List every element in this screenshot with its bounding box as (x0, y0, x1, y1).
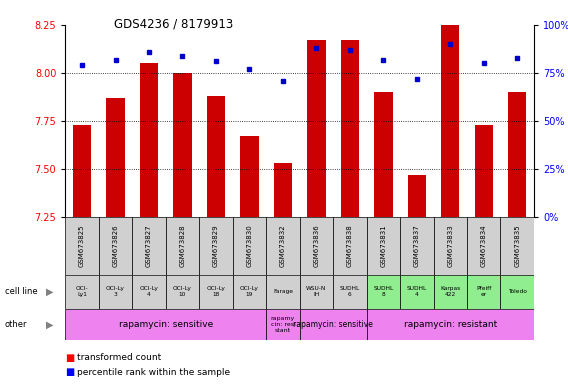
Bar (300, 309, 366, 340)
Bar (65, 309, 266, 340)
Bar (106, 98, 125, 217)
Text: Karpas
422: Karpas 422 (440, 286, 461, 297)
Text: transformed count: transformed count (77, 353, 161, 362)
Text: OCI-
Ly1: OCI- Ly1 (76, 286, 89, 297)
Bar (73, 125, 91, 217)
Text: ■: ■ (65, 367, 74, 377)
Text: rapamycin: sensitive: rapamycin: sensitive (293, 320, 373, 329)
Bar (266, 217, 300, 275)
Text: GSM673838: GSM673838 (347, 224, 353, 267)
Bar (132, 217, 166, 275)
Text: GSM673837: GSM673837 (414, 224, 420, 267)
Bar (207, 96, 225, 217)
Bar (467, 217, 500, 275)
Bar (233, 275, 266, 309)
Text: SUDHL
4: SUDHL 4 (407, 286, 427, 297)
Text: OCI-Ly
4: OCI-Ly 4 (140, 286, 158, 297)
Bar (500, 217, 534, 275)
Text: other: other (5, 320, 27, 329)
Text: GSM673834: GSM673834 (481, 224, 487, 267)
Bar (140, 63, 158, 217)
Bar (266, 309, 300, 340)
Text: rapamy
cin: resi
stant: rapamy cin: resi stant (270, 316, 295, 333)
Bar (240, 136, 258, 217)
Text: Pfeiff
er: Pfeiff er (476, 286, 491, 297)
Text: GSM673826: GSM673826 (112, 224, 119, 267)
Bar (132, 275, 166, 309)
Bar (408, 175, 426, 217)
Bar (366, 309, 534, 340)
Text: OCI-Ly
18: OCI-Ly 18 (207, 286, 225, 297)
Bar (300, 217, 333, 275)
Text: cell line: cell line (5, 287, 37, 296)
Bar (433, 217, 467, 275)
Text: GSM673830: GSM673830 (247, 224, 252, 267)
Bar (99, 275, 132, 309)
Bar (274, 163, 292, 217)
Text: OCI-Ly
3: OCI-Ly 3 (106, 286, 125, 297)
Bar (474, 125, 493, 217)
Text: GSM673833: GSM673833 (447, 224, 453, 267)
Bar (307, 40, 325, 217)
Bar (99, 217, 132, 275)
Bar (500, 275, 534, 309)
Text: rapamycin: sensitive: rapamycin: sensitive (119, 320, 213, 329)
Text: Farage: Farage (273, 289, 293, 295)
Bar (199, 217, 233, 275)
Bar (374, 92, 392, 217)
Text: SUDHL
8: SUDHL 8 (373, 286, 394, 297)
Text: GSM673831: GSM673831 (381, 224, 386, 267)
Bar (300, 275, 333, 309)
Text: GSM673828: GSM673828 (179, 224, 186, 267)
Text: OCI-Ly
19: OCI-Ly 19 (240, 286, 259, 297)
Text: GSM673827: GSM673827 (146, 224, 152, 267)
Bar (166, 217, 199, 275)
Text: Toledo: Toledo (508, 289, 527, 295)
Bar (333, 217, 366, 275)
Text: ▶: ▶ (46, 287, 54, 297)
Bar (233, 217, 266, 275)
Bar (400, 275, 433, 309)
Text: GSM673836: GSM673836 (314, 224, 319, 267)
Bar (333, 275, 366, 309)
Bar (508, 92, 527, 217)
Text: rapamycin: resistant: rapamycin: resistant (404, 320, 497, 329)
Text: GSM673829: GSM673829 (213, 224, 219, 267)
Text: ■: ■ (65, 353, 74, 363)
Bar (441, 25, 460, 217)
Bar (65, 217, 99, 275)
Bar (433, 275, 467, 309)
Text: WSU-N
IH: WSU-N IH (306, 286, 327, 297)
Bar (366, 217, 400, 275)
Bar (173, 73, 191, 217)
Bar (266, 275, 300, 309)
Text: GSM673825: GSM673825 (79, 225, 85, 267)
Text: GSM673835: GSM673835 (514, 224, 520, 267)
Text: percentile rank within the sample: percentile rank within the sample (77, 368, 230, 377)
Bar (65, 275, 99, 309)
Text: GSM673832: GSM673832 (280, 224, 286, 267)
Text: OCI-Ly
10: OCI-Ly 10 (173, 286, 192, 297)
Bar (341, 40, 359, 217)
Bar (199, 275, 233, 309)
Bar (400, 217, 433, 275)
Text: SUDHL
6: SUDHL 6 (340, 286, 360, 297)
Text: GDS4236 / 8179913: GDS4236 / 8179913 (114, 17, 233, 30)
Bar (467, 275, 500, 309)
Text: ▶: ▶ (46, 319, 54, 329)
Bar (366, 275, 400, 309)
Bar (166, 275, 199, 309)
